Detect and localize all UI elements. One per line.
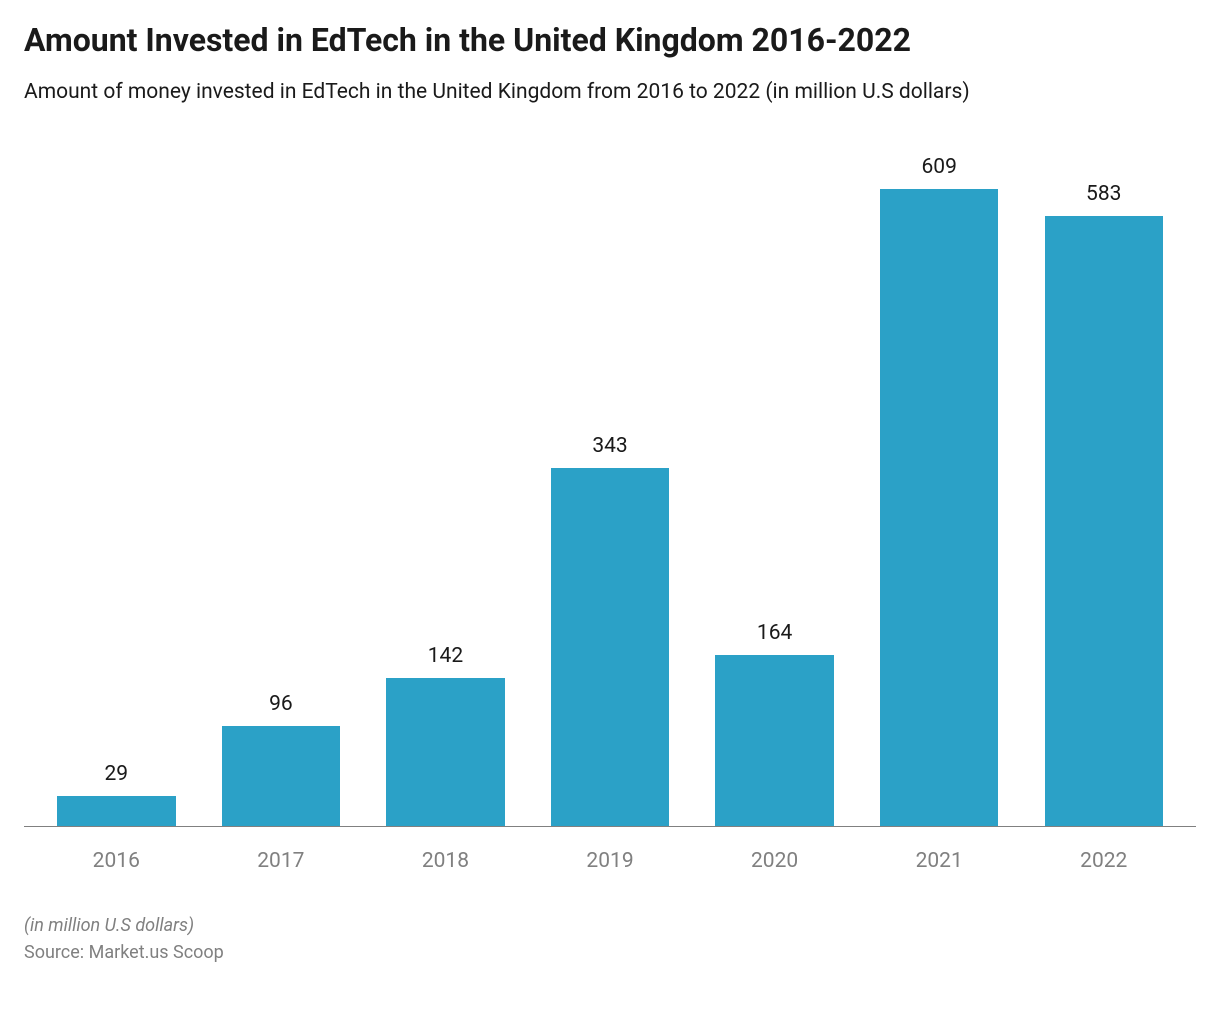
bar-slot: 142 bbox=[363, 147, 528, 826]
bar-value-label: 583 bbox=[1086, 182, 1121, 206]
bar-slot: 609 bbox=[857, 147, 1022, 826]
bar-value-label: 164 bbox=[757, 621, 792, 645]
chart-footnote: (in million U.S dollars) bbox=[24, 915, 1196, 936]
bar-slot: 343 bbox=[528, 147, 693, 826]
chart-title: Amount Invested in EdTech in the United … bbox=[24, 20, 1196, 60]
source-name: Market.us Scoop bbox=[89, 942, 224, 963]
plot-area: 29 96 142 343 164 609 bbox=[24, 147, 1196, 827]
bar-value-label: 29 bbox=[104, 762, 128, 786]
bar-value-label: 142 bbox=[428, 644, 463, 668]
x-axis-label: 2019 bbox=[528, 849, 693, 873]
bar-value-label: 609 bbox=[921, 155, 956, 179]
bar bbox=[880, 189, 998, 826]
bars-row: 29 96 142 343 164 609 bbox=[24, 147, 1196, 826]
x-axis: 2016 2017 2018 2019 2020 2021 2022 bbox=[24, 827, 1196, 873]
bar bbox=[57, 796, 175, 826]
bar-slot: 583 bbox=[1021, 147, 1186, 826]
x-axis-label: 2018 bbox=[363, 849, 528, 873]
x-axis-label: 2017 bbox=[199, 849, 364, 873]
bar bbox=[386, 678, 504, 827]
chart-subtitle: Amount of money invested in EdTech in th… bbox=[24, 78, 1196, 107]
bar-value-label: 343 bbox=[592, 434, 627, 458]
bar-slot: 29 bbox=[34, 147, 199, 826]
bar-slot: 164 bbox=[692, 147, 857, 826]
x-axis-label: 2022 bbox=[1021, 849, 1186, 873]
x-axis-label: 2016 bbox=[34, 849, 199, 873]
chart-container: Amount Invested in EdTech in the United … bbox=[0, 0, 1220, 983]
bar-slot: 96 bbox=[199, 147, 364, 826]
chart-source: Source: Market.us Scoop bbox=[24, 942, 1196, 963]
bar bbox=[551, 468, 669, 827]
bar bbox=[222, 726, 340, 826]
x-axis-label: 2020 bbox=[692, 849, 857, 873]
x-axis-label: 2021 bbox=[857, 849, 1022, 873]
bar-value-label: 96 bbox=[269, 692, 293, 716]
bar bbox=[1045, 216, 1163, 826]
bar bbox=[715, 655, 833, 827]
source-prefix: Source: bbox=[24, 942, 89, 963]
